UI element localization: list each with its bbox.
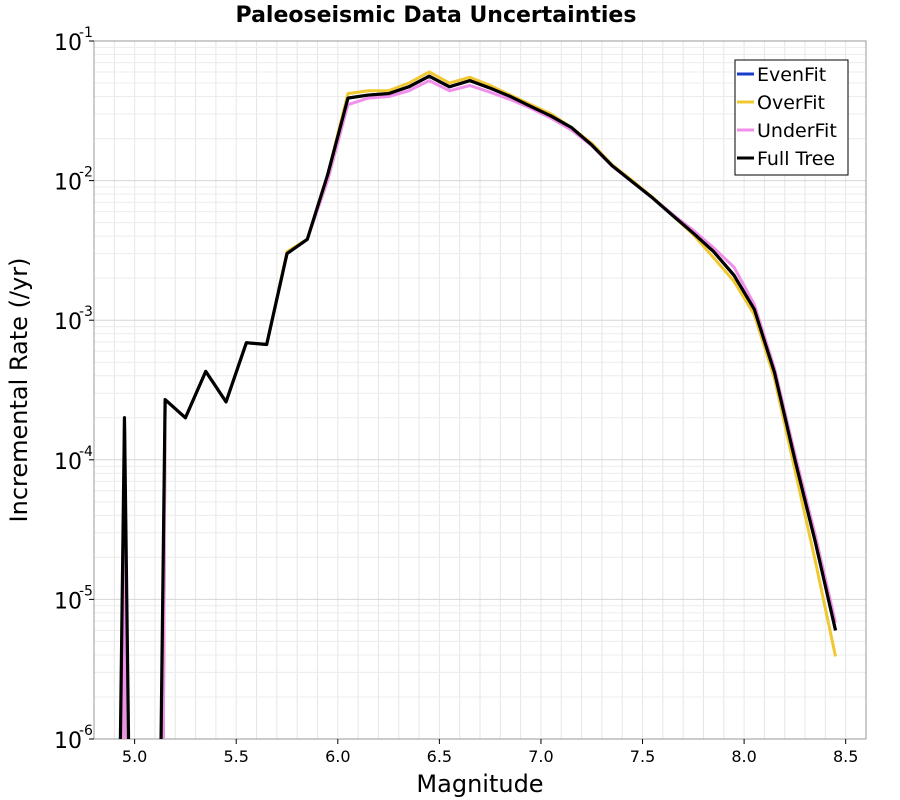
y-tick-exponent: -1 (79, 25, 93, 41)
grid (94, 41, 867, 739)
legend-entry-label: Full Tree (757, 148, 835, 170)
y-tick-exponent: -6 (79, 723, 93, 739)
x-tick-label: 7.0 (528, 747, 553, 766)
legend-box (734, 59, 849, 176)
y-tick-label: 10 (54, 310, 82, 335)
x-tick-label: 8.0 (731, 747, 756, 766)
y-axis-ticks: 10-610-510-410-310-210-1 (54, 25, 94, 754)
y-tick-exponent: -2 (79, 165, 93, 181)
legend-entry-label: OverFit (757, 92, 825, 114)
series-layer (118, 70, 838, 739)
y-tick-exponent: -3 (79, 304, 93, 320)
y-tick-exponent: -5 (79, 583, 93, 599)
series-line-full-tree (118, 74, 838, 739)
y-tick-label: 10 (54, 729, 82, 754)
x-tick-label: 6.5 (427, 747, 452, 766)
y-tick-label: 10 (54, 589, 82, 614)
x-axis-ticks: 5.0 5.5 6.0 6.5 7.0 7.5 8.0 8.5 (122, 739, 858, 766)
y-tick-label: 10 (54, 450, 82, 475)
x-tick-label: 8.5 (833, 747, 858, 766)
x-tick-label: 7.5 (630, 747, 655, 766)
x-tick-label: 5.0 (122, 747, 147, 766)
y-axis-label: Incremental Rate (/yr) (5, 258, 33, 523)
plot-area-frame (93, 40, 867, 740)
chart-title: Paleoseismic Data Uncertainties (236, 3, 637, 28)
x-tick-label: 5.5 (223, 747, 248, 766)
legend-entry-label: UnderFit (757, 120, 837, 142)
x-axis-label: Magnitude (416, 770, 543, 798)
y-tick-label: 10 (54, 31, 82, 56)
legend-entry-label: EvenFit (757, 64, 826, 86)
x-tick-label: 6.0 (325, 747, 350, 766)
y-tick-label: 10 (54, 171, 82, 196)
legend: EvenFit OverFit UnderFit Full Tree (734, 59, 849, 176)
y-tick-exponent: -4 (79, 444, 93, 460)
